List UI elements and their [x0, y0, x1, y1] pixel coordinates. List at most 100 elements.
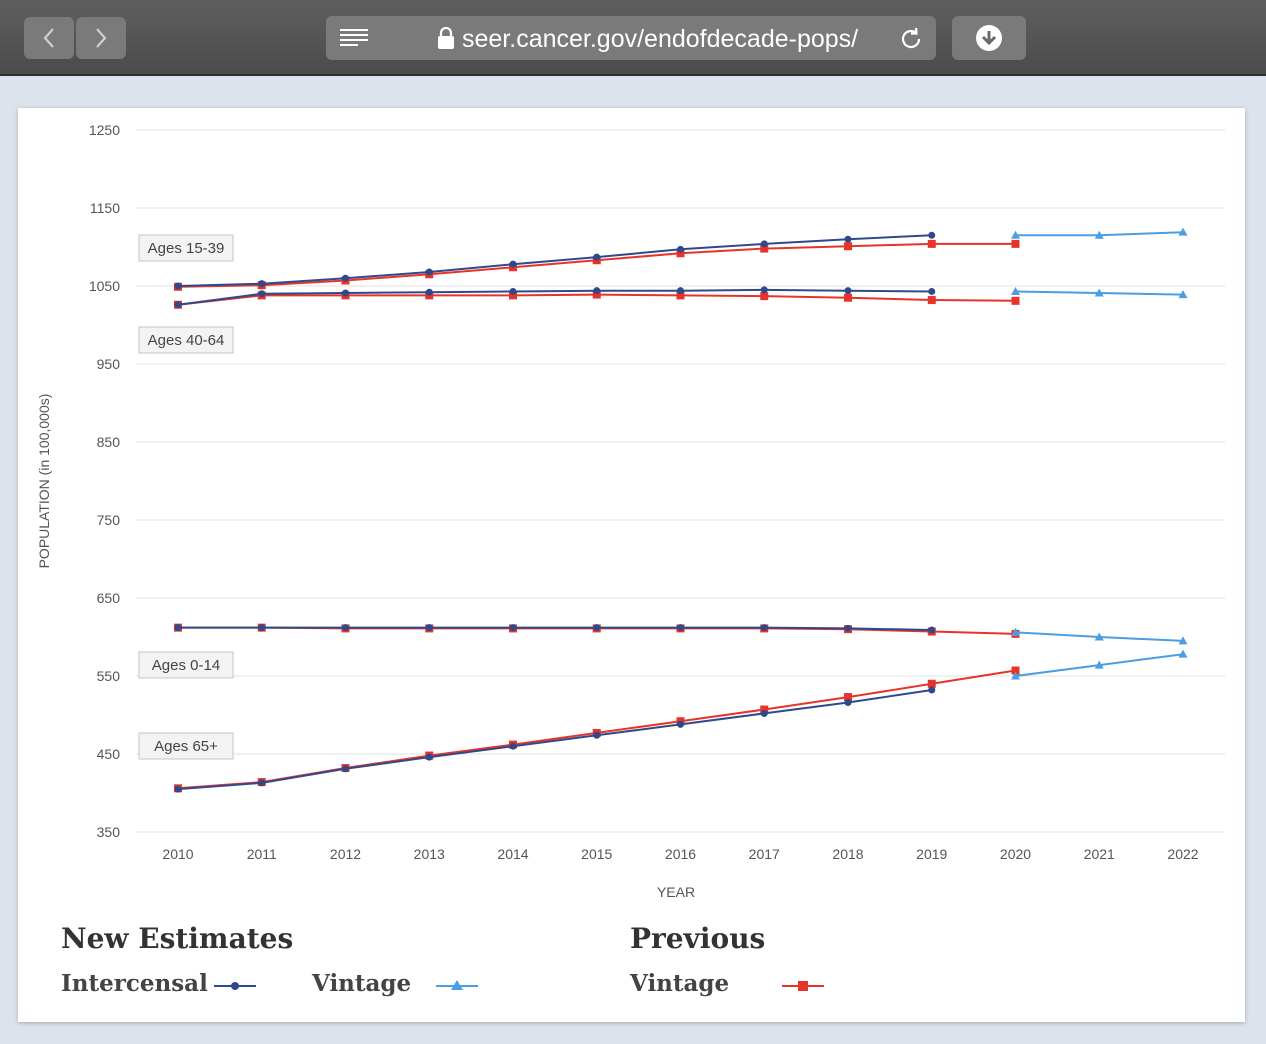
data-point — [174, 282, 182, 290]
data-point — [1011, 296, 1020, 305]
forward-button[interactable] — [76, 17, 126, 59]
data-point — [928, 287, 936, 295]
data-point — [1094, 660, 1104, 669]
data-point — [593, 253, 601, 261]
data-point — [509, 742, 517, 750]
data-point — [844, 235, 852, 243]
url-text: seer.cancer.gov/endofdecade-pops/ — [462, 25, 859, 53]
data-point — [844, 693, 852, 702]
data-point — [928, 231, 936, 239]
lock-icon — [438, 26, 454, 49]
data-point — [928, 626, 936, 634]
back-button[interactable] — [24, 17, 74, 59]
y-tick-label: 850 — [97, 434, 121, 450]
y-tick-label: 1150 — [90, 200, 120, 216]
x-tick-label: 2015 — [581, 846, 612, 862]
data-point — [844, 699, 852, 707]
y-tick-label: 550 — [97, 668, 121, 684]
x-axis-title: YEAR — [657, 884, 695, 900]
data-point — [927, 679, 936, 688]
data-point — [1178, 290, 1188, 299]
legend-intercensal-symbol — [214, 982, 256, 990]
data-point — [425, 624, 433, 632]
data-point — [1094, 632, 1104, 641]
annotation-label: Ages 65+ — [154, 738, 218, 755]
data-point — [927, 239, 936, 248]
data-point — [342, 624, 349, 632]
data-point — [1178, 227, 1188, 236]
data-point — [760, 292, 769, 301]
data-point — [592, 290, 601, 299]
data-point — [677, 287, 684, 295]
legend-previous-title: Previous — [630, 922, 766, 955]
y-tick-label: 450 — [97, 746, 121, 762]
data-point — [593, 287, 601, 295]
data-point — [1011, 230, 1020, 239]
data-point — [677, 624, 684, 632]
data-point — [342, 765, 349, 773]
series-line — [177, 288, 932, 306]
chevron-left-icon — [43, 28, 54, 48]
data-point — [1178, 649, 1188, 658]
annotation-box — [138, 732, 234, 760]
population-line-chart: 350 450 550 650 750 850 950 1050 1150 1250 2010 201… — [36, 122, 1225, 900]
data-point — [927, 296, 936, 305]
x-tick-label: 2010 — [162, 846, 193, 862]
data-point — [760, 705, 769, 714]
x-tick-label: 2012 — [330, 846, 361, 862]
browser-toolbar: seer.cancer.gov/endofdecade-pops/ — [0, 0, 1266, 76]
data-point — [844, 624, 852, 632]
data-point — [844, 287, 852, 295]
annotation-label: Ages 0-14 — [152, 657, 220, 674]
data-point — [258, 280, 266, 288]
data-point — [593, 624, 601, 632]
data-point — [844, 293, 852, 302]
series-line — [177, 234, 932, 287]
y-axis-title: POPULATION (in 100,000s) — [36, 394, 52, 569]
legend-new-vintage-label: Vintage — [312, 970, 412, 997]
data-point — [760, 624, 768, 632]
data-point — [258, 779, 266, 787]
data-point — [676, 291, 685, 300]
legend-previous-vintage-symbol — [782, 981, 824, 991]
data-point — [1011, 666, 1020, 675]
nav-buttons — [24, 17, 126, 59]
data-point — [1094, 230, 1104, 239]
data-point — [425, 268, 433, 276]
x-tick-label: 2022 — [1167, 846, 1198, 862]
x-tick-label: 2021 — [1084, 846, 1115, 862]
x-tick-label: 2011 — [247, 846, 277, 862]
data-point — [1178, 636, 1188, 645]
data-point — [760, 244, 769, 253]
data-point — [760, 240, 768, 248]
x-tick-label: 2013 — [414, 846, 445, 862]
data-point — [1011, 671, 1020, 680]
y-tick-label: 950 — [97, 356, 121, 372]
y-tick-label: 350 — [97, 824, 121, 840]
data-point — [1094, 288, 1104, 297]
data-point — [509, 624, 517, 632]
data-point — [760, 709, 768, 717]
annotation-label: Ages 40-64 — [148, 332, 225, 349]
x-tick-label: 2020 — [1000, 846, 1031, 862]
data-point — [677, 720, 684, 728]
data-point — [258, 624, 266, 632]
download-icon — [976, 25, 1002, 51]
data-point — [425, 288, 433, 296]
chevron-right-icon — [96, 28, 107, 48]
x-tick-label: 2016 — [665, 846, 696, 862]
data-point — [342, 289, 349, 297]
series-line — [177, 689, 932, 791]
legend-previous-vintage-label: Vintage — [630, 970, 730, 997]
address-bar[interactable]: seer.cancer.gov/endofdecade-pops/ — [326, 16, 936, 60]
data-point — [1011, 627, 1020, 636]
series-line — [178, 626, 932, 631]
download-button[interactable] — [952, 16, 1026, 60]
data-point — [174, 785, 182, 793]
x-tick-label: 2014 — [497, 846, 528, 862]
data-point — [593, 731, 601, 739]
data-point — [760, 286, 768, 294]
data-point — [928, 686, 936, 694]
reader-list-icon[interactable] — [340, 28, 368, 48]
reload-icon[interactable] — [898, 26, 924, 52]
